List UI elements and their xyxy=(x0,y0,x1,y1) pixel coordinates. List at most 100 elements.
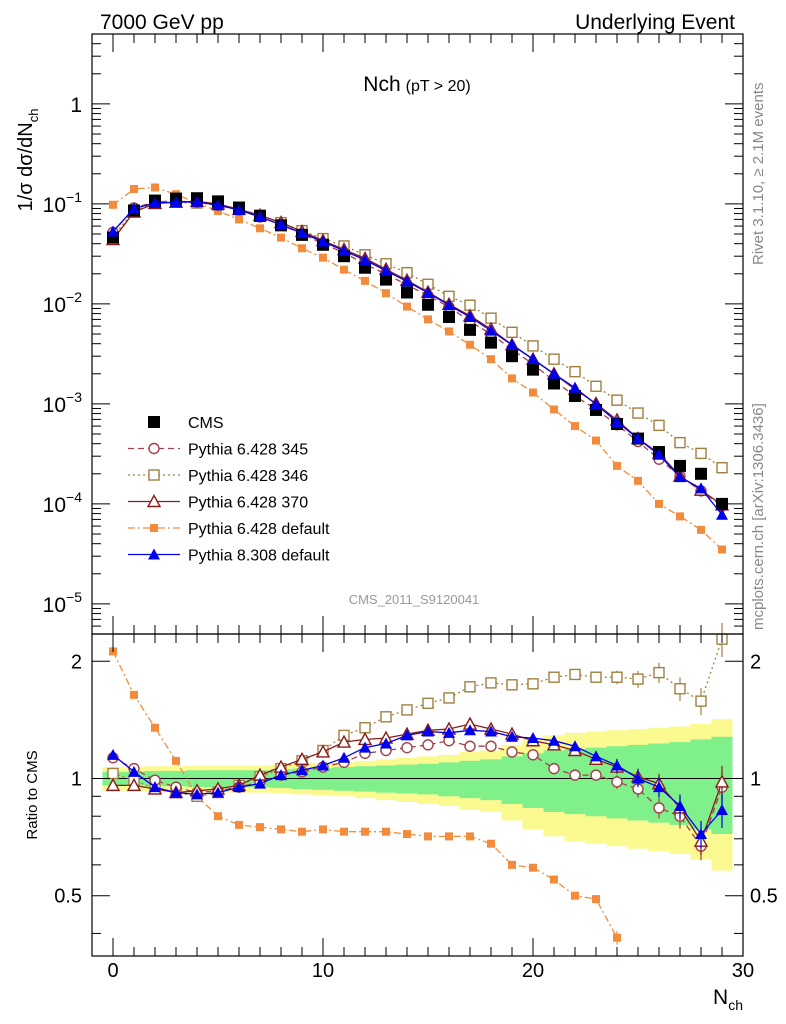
ratio-point xyxy=(508,860,516,869)
data-point xyxy=(296,227,308,239)
ratio-point xyxy=(315,744,331,758)
data-point xyxy=(401,275,413,287)
ratio-series-layer xyxy=(105,622,730,945)
ratio-point xyxy=(359,722,371,734)
data-point xyxy=(506,326,518,338)
data-point xyxy=(191,195,203,207)
data-point xyxy=(527,363,539,376)
data-point xyxy=(380,264,392,276)
ratio-point xyxy=(172,756,180,765)
ratio-point xyxy=(529,863,537,872)
ratio-point xyxy=(105,777,121,792)
data-point xyxy=(697,525,705,534)
ratio-tick-label-right: 0.5 xyxy=(750,886,778,908)
ratio-point xyxy=(674,683,686,695)
main-plot: 10−510−410−310−210−11 Nch (pT > 20) CMS_2… xyxy=(43,33,744,635)
ratio-point xyxy=(336,734,352,748)
legend-marker xyxy=(146,494,162,508)
series-line xyxy=(112,200,723,506)
ratio-point xyxy=(445,832,453,841)
legend-label: Pythia 6.428 370 xyxy=(188,495,308,512)
ratio-point xyxy=(548,762,560,775)
y-tick-label-exp: −3 xyxy=(66,389,82,405)
data-point xyxy=(170,196,182,208)
ratio-point xyxy=(632,673,644,685)
y-tick-label: 10−2 xyxy=(43,289,83,317)
uncertainty-band-inner xyxy=(102,736,733,835)
header-left: 7000 GeV pp xyxy=(100,11,224,34)
legend-marker xyxy=(148,469,160,481)
ratio-point xyxy=(464,681,476,693)
data-point xyxy=(128,202,140,214)
ratio-point xyxy=(569,740,581,752)
ratio-point xyxy=(443,726,455,738)
data-point xyxy=(317,235,329,247)
data-point xyxy=(422,298,434,311)
ratio-point xyxy=(296,764,308,776)
data-point xyxy=(676,512,684,521)
y-tick-label: 10−5 xyxy=(43,589,83,617)
ratio-point xyxy=(422,739,434,751)
ratio-point xyxy=(170,786,182,798)
data-point xyxy=(592,436,600,445)
data-point xyxy=(716,462,728,474)
ratio-point xyxy=(613,933,621,942)
data-point xyxy=(613,461,621,470)
y-tick-label-base: 10 xyxy=(43,394,66,417)
data-point xyxy=(212,199,224,211)
data-point xyxy=(634,476,642,485)
data-point xyxy=(254,210,266,222)
data-point xyxy=(718,545,726,554)
x-ticks: 0 10 20 30 xyxy=(91,634,754,982)
ratio-point xyxy=(464,724,476,736)
ratio-point xyxy=(107,748,119,760)
data-point xyxy=(506,338,518,350)
x-axis-label-main: N xyxy=(713,986,728,1009)
data-point xyxy=(569,389,581,402)
data-point xyxy=(403,302,411,311)
data-point xyxy=(485,336,497,349)
legend: CMS Pythia 6.428 345 Pythia 6.428 346 Pythi… xyxy=(128,415,330,565)
data-point xyxy=(611,415,623,427)
data-point xyxy=(485,324,497,336)
side-label-mcplots: mcplots.cern.ch [arXiv:1306.3436] xyxy=(750,403,767,630)
ratio-point xyxy=(424,832,432,841)
ratio-point xyxy=(235,820,243,829)
data-point xyxy=(674,436,686,449)
data-point xyxy=(275,218,287,230)
ratio-tick-label: 1 xyxy=(71,768,82,790)
data-point xyxy=(151,183,159,192)
ratio-point xyxy=(571,891,579,900)
ratio-y-ticks: 0.5 0.5 1 1 2 2 xyxy=(54,651,778,934)
ratio-tick-label-right: 2 xyxy=(750,651,761,673)
ratio-point xyxy=(590,769,602,781)
ratio-point xyxy=(128,765,140,777)
data-point xyxy=(550,405,558,414)
ratio-point xyxy=(592,895,600,904)
data-point xyxy=(529,388,537,397)
ratio-point xyxy=(151,723,159,732)
data-point xyxy=(277,233,285,242)
data-point xyxy=(382,289,390,298)
data-point xyxy=(653,448,665,460)
plot-title-sub: (pT > 20) xyxy=(406,78,471,95)
data-point xyxy=(298,244,306,253)
ratio-point xyxy=(674,799,686,811)
ratio-point xyxy=(340,827,348,836)
ratio-point xyxy=(338,751,350,763)
y-axis-label: 1/σ dσ/dNch xyxy=(15,109,41,212)
plot-title-main: Nch xyxy=(363,73,400,96)
ratio-point xyxy=(149,781,161,793)
ratio-point xyxy=(403,830,411,839)
ratio-point xyxy=(485,677,497,689)
ratio-point xyxy=(380,737,392,749)
ratio-point xyxy=(527,678,539,690)
ratio-bands xyxy=(102,719,733,871)
ratio-tick-label: 0.5 xyxy=(54,886,82,908)
data-point xyxy=(487,355,495,364)
x-axis-label-sub: ch xyxy=(728,997,743,1013)
data-point xyxy=(655,499,663,508)
x-axis-label: Nch xyxy=(713,986,743,1013)
ratio-point xyxy=(695,828,707,840)
ratio-point xyxy=(550,875,558,884)
